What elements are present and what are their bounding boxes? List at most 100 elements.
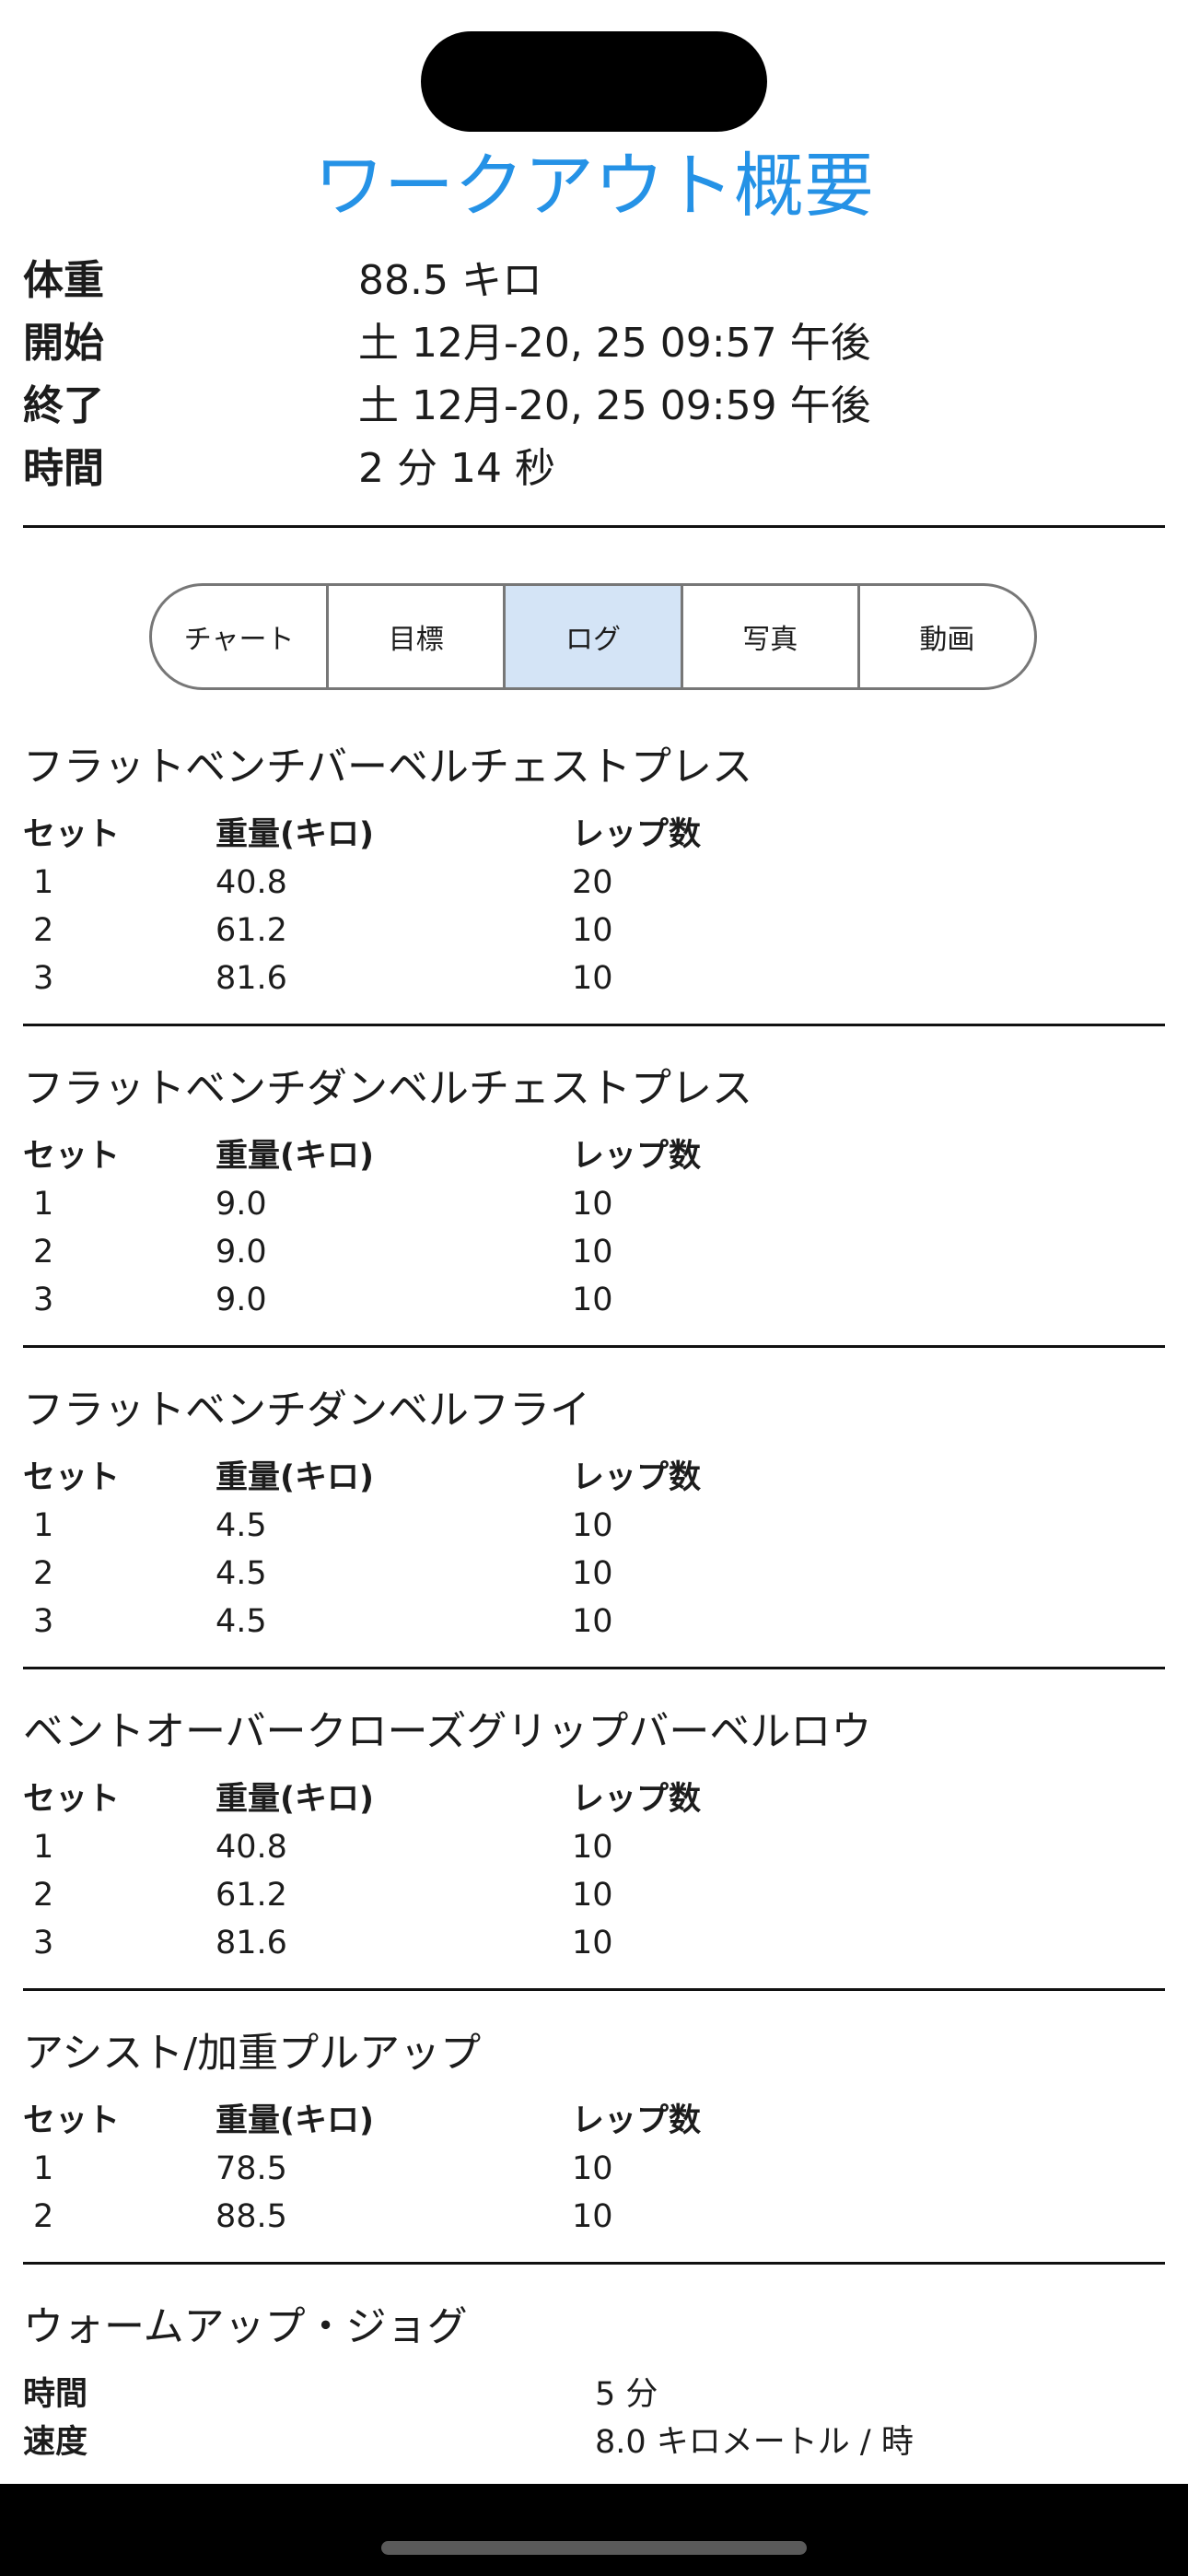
divider <box>23 1024 1165 1026</box>
set-weight: 81.6 <box>215 960 287 997</box>
set-number: 1 <box>33 1186 54 1223</box>
summary-row: 時間 2 分 14 秒 <box>23 438 1165 500</box>
set-row: 2 4.5 10 <box>0 1550 1188 1598</box>
set-weight: 4.5 <box>215 1555 267 1592</box>
exercise-name: フラットベンチダンベルフライ <box>23 1387 590 1434</box>
column-weight: 重量(キロ) <box>215 2102 374 2139</box>
cardio-label: 時間 <box>23 2376 88 2413</box>
bottom-bar <box>0 2484 1188 2576</box>
spacer <box>0 1324 1188 1345</box>
column-set: セット <box>23 816 121 853</box>
set-weight: 61.2 <box>215 912 287 949</box>
tab-log[interactable]: ログ <box>503 586 681 687</box>
spacer <box>0 1967 1188 1988</box>
summary-row: 体重 88.5 キロ <box>23 250 1165 312</box>
set-reps: 10 <box>572 1829 613 1866</box>
home-indicator[interactable] <box>381 2541 807 2555</box>
divider <box>23 1345 1165 1348</box>
exercise-section: ベントオーバークローズグリップバーベルロウ セット 重量(キロ) レップ数 1 40.8 1… <box>0 1695 1188 1988</box>
set-row: 3 81.6 10 <box>0 954 1188 1002</box>
cardio-row: 時間 5 分 <box>0 2371 1188 2418</box>
summary-value: 土 12月-20, 25 09:57 午後 <box>358 320 871 367</box>
cardio-section: ウォームアップ・ジョグ時間 5 分速度 8.0 キロメートル / 時 <box>0 2290 1188 2466</box>
set-reps: 10 <box>572 1603 613 1640</box>
set-reps: 10 <box>572 1877 613 1914</box>
summary-label: 終了 <box>23 382 104 429</box>
set-reps: 10 <box>572 1282 613 1318</box>
column-weight: 重量(キロ) <box>215 1459 374 1496</box>
tab-goals[interactable]: 目標 <box>326 586 503 687</box>
set-number: 3 <box>33 1925 54 1961</box>
column-weight: 重量(キロ) <box>215 1781 374 1818</box>
tab-chart[interactable]: チャート <box>183 624 295 656</box>
cardio-row: 速度 8.0 キロメートル / 時 <box>0 2418 1188 2466</box>
set-reps: 10 <box>572 1186 613 1223</box>
spacer <box>0 2241 1188 2262</box>
set-reps: 10 <box>572 2198 613 2235</box>
set-weight: 88.5 <box>215 2198 287 2235</box>
set-row: 3 9.0 10 <box>0 1276 1188 1324</box>
divider <box>23 1667 1165 1669</box>
column-reps: レップ数 <box>572 1781 702 1818</box>
set-reps: 10 <box>572 912 613 949</box>
set-reps: 10 <box>572 960 613 997</box>
summary-value: 88.5 キロ <box>358 257 542 304</box>
summary-label: 開始 <box>23 320 104 367</box>
exercise-name: フラットベンチダンベルチェストプレス <box>23 1065 752 1112</box>
cardio-name: ウォームアップ・ジョグ <box>23 2303 468 2350</box>
sets-header: セット 重量(キロ) レップ数 <box>0 811 1188 859</box>
set-number: 2 <box>33 1877 54 1914</box>
column-weight: 重量(キロ) <box>215 1138 374 1175</box>
set-number: 1 <box>33 1829 54 1866</box>
set-reps: 10 <box>572 1555 613 1592</box>
set-number: 2 <box>33 1555 54 1592</box>
set-weight: 40.8 <box>215 864 287 901</box>
spacer <box>0 1645 1188 1667</box>
column-reps: レップ数 <box>572 1459 702 1496</box>
set-number: 3 <box>33 960 54 997</box>
set-weight: 9.0 <box>215 1186 267 1223</box>
set-number: 1 <box>33 864 54 901</box>
tab-photos[interactable]: 写真 <box>680 586 857 687</box>
summary-value: 土 12月-20, 25 09:59 午後 <box>358 382 871 429</box>
set-weight: 4.5 <box>215 1603 267 1640</box>
set-row: 2 61.2 10 <box>0 907 1188 954</box>
set-weight: 9.0 <box>215 1282 267 1318</box>
column-reps: レップ数 <box>572 816 702 853</box>
set-weight: 78.5 <box>215 2150 287 2187</box>
divider <box>23 1988 1165 1991</box>
set-number: 3 <box>33 1603 54 1640</box>
column-set: セット <box>23 1459 121 1496</box>
divider <box>23 525 1165 528</box>
summary-value: 2 分 14 秒 <box>358 445 555 492</box>
set-weight: 4.5 <box>215 1507 267 1544</box>
summary-row: 終了 土 12月-20, 25 09:59 午後 <box>23 375 1165 438</box>
sets-header: セット 重量(キロ) レップ数 <box>0 1775 1188 1823</box>
set-row: 2 9.0 10 <box>0 1228 1188 1276</box>
summary-row: 開始 土 12月-20, 25 09:57 午後 <box>23 312 1165 375</box>
set-row: 1 40.8 10 <box>0 1823 1188 1871</box>
cardio-value: 5 分 <box>595 2376 658 2413</box>
set-number: 2 <box>33 1234 54 1270</box>
workout-summary: 体重 88.5 キロ開始 土 12月-20, 25 09:57 午後終了 土 12月-… <box>23 250 1165 500</box>
tab-videos[interactable]: 動画 <box>856 586 1034 687</box>
set-number: 2 <box>33 2198 54 2235</box>
column-reps: レップ数 <box>572 1138 702 1175</box>
column-reps: レップ数 <box>572 2102 702 2139</box>
sets-header: セット 重量(キロ) レップ数 <box>0 1454 1188 1502</box>
view-tabs: チャート 目標 ログ 写真 動画 <box>149 583 1037 690</box>
column-set: セット <box>23 1781 121 1818</box>
sets-header: セット 重量(キロ) レップ数 <box>0 2097 1188 2145</box>
set-number: 3 <box>33 1282 54 1318</box>
set-row: 1 78.5 10 <box>0 2145 1188 2193</box>
exercise-section: フラットベンチダンベルチェストプレス セット 重量(キロ) レップ数 1 9.0 10 2 9.… <box>0 1052 1188 1345</box>
divider <box>23 2262 1165 2265</box>
set-weight: 40.8 <box>215 1829 287 1866</box>
set-row: 2 88.5 10 <box>0 2193 1188 2241</box>
set-row: 3 81.6 10 <box>0 1919 1188 1967</box>
set-reps: 10 <box>572 1925 613 1961</box>
cardio-label: 速度 <box>23 2424 88 2461</box>
spacer <box>0 1002 1188 1024</box>
column-weight: 重量(キロ) <box>215 816 374 853</box>
exercise-section: アシスト/加重プルアップ セット 重量(キロ) レップ数 1 78.5 10 2 88.5 10 <box>0 2017 1188 2262</box>
